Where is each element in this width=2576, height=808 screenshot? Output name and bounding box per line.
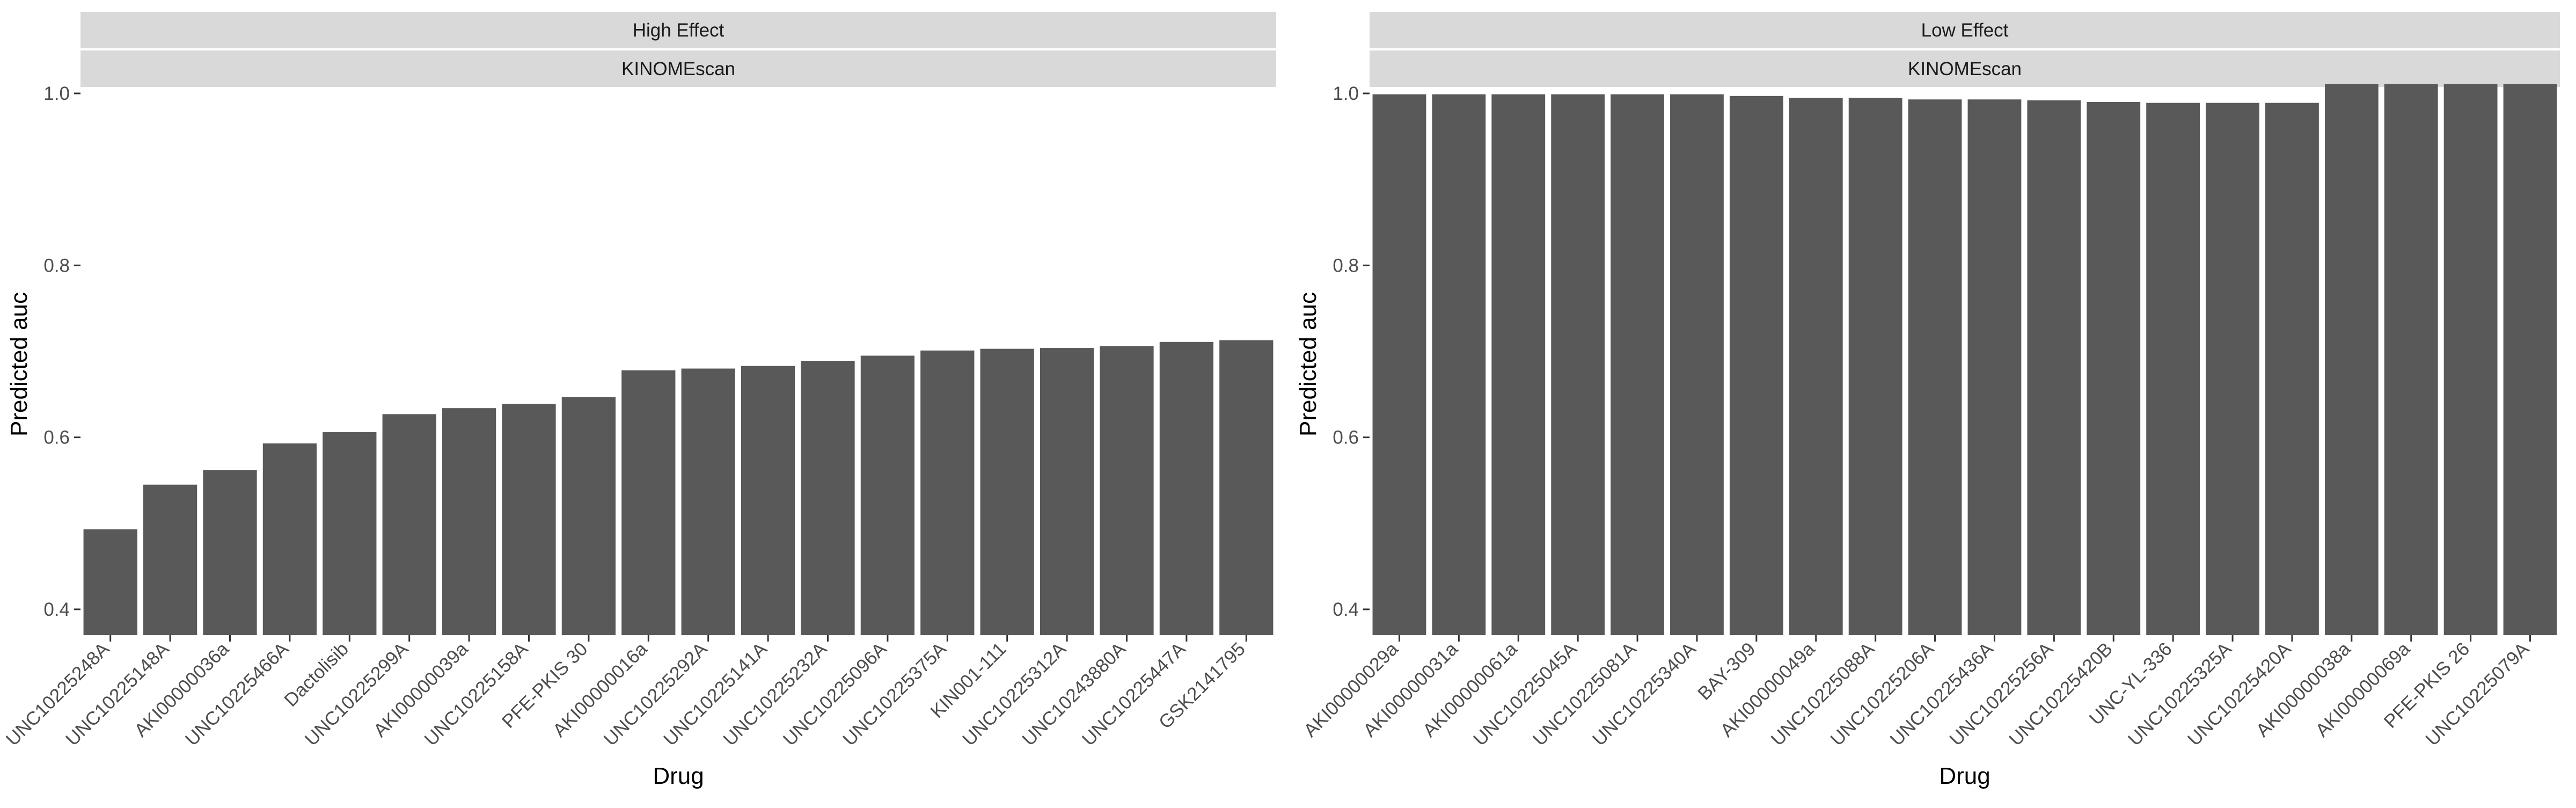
x-axis-title: Drug bbox=[1939, 763, 1990, 789]
bar bbox=[920, 350, 975, 635]
x-tick-label: UNC10225299A bbox=[301, 638, 413, 750]
bar bbox=[323, 432, 377, 635]
bar bbox=[203, 470, 257, 635]
y-tick-label: 0.4 bbox=[1333, 599, 1359, 620]
bar bbox=[1729, 96, 1783, 636]
bar bbox=[1100, 346, 1154, 635]
x-tick-label: UNC10225325A bbox=[2124, 638, 2236, 750]
facet-strip-label: KINOMEscan bbox=[1908, 59, 2022, 79]
y-axis-title: Predicted auc bbox=[6, 292, 32, 436]
bar bbox=[442, 408, 496, 635]
x-axis-title: Drug bbox=[653, 763, 704, 789]
bar bbox=[2384, 84, 2438, 635]
x-tick-label: UNC10225292A bbox=[600, 638, 712, 750]
x-tick-label: UNC10225045A bbox=[1469, 638, 1581, 750]
facet-strip bbox=[1370, 50, 2560, 87]
bar bbox=[1848, 98, 1902, 635]
bar bbox=[1040, 348, 1094, 635]
y-tick-label: 0.6 bbox=[43, 427, 70, 448]
bar bbox=[1611, 94, 1664, 636]
y-tick-label: 0.8 bbox=[43, 255, 70, 276]
facet-strip-label: High Effect bbox=[633, 20, 724, 41]
bar bbox=[1219, 340, 1274, 635]
x-tick-label: UNC10225466A bbox=[181, 638, 293, 750]
bar bbox=[621, 370, 676, 635]
x-tick-label: UNC10225079A bbox=[2421, 638, 2533, 750]
x-tick-label: UNC10225248A bbox=[2, 638, 114, 750]
bar bbox=[2443, 84, 2498, 635]
x-tick-label: UNC10225158A bbox=[420, 638, 532, 750]
bar bbox=[1967, 99, 2022, 635]
bar bbox=[1908, 99, 1962, 635]
facet-strip bbox=[80, 50, 1276, 87]
facet-strip-label: KINOMEscan bbox=[621, 59, 735, 79]
bar bbox=[1159, 341, 1214, 635]
y-tick-label: 1.0 bbox=[43, 83, 70, 104]
bar bbox=[681, 368, 735, 635]
facet-panel: High Effect KINOMEscan 0.4 0.6 0.8 1.0 UNC1022… bbox=[2, 12, 1276, 789]
bar bbox=[262, 443, 317, 635]
facet-strip bbox=[80, 12, 1276, 48]
x-tick-label: UNC10225436A bbox=[1886, 638, 1997, 750]
x-tick-label: UNC10225420A bbox=[2184, 638, 2295, 750]
x-tick-label: UNC10243880A bbox=[1018, 638, 1130, 750]
x-tick-label: UNC10225141A bbox=[660, 638, 771, 750]
x-tick-label: UNC10225447A bbox=[1078, 638, 1190, 750]
y-tick-label: 0.6 bbox=[1333, 427, 1359, 448]
facet-panel: Low EffectKINOMEscan0.40.60.81.0AKI00000… bbox=[1295, 12, 2560, 789]
bar bbox=[561, 397, 616, 635]
x-tick-label: UNC10225148A bbox=[62, 638, 173, 750]
bar bbox=[2146, 103, 2200, 636]
bar bbox=[83, 529, 137, 635]
bar bbox=[1372, 94, 1426, 636]
y-tick-label: 0.8 bbox=[1333, 255, 1359, 276]
bar bbox=[502, 404, 556, 635]
bar bbox=[1551, 94, 1605, 636]
bar bbox=[860, 355, 915, 635]
bar bbox=[2206, 103, 2259, 636]
bar bbox=[2265, 103, 2319, 636]
bar bbox=[2324, 84, 2379, 635]
x-tick-label: UNC10225340A bbox=[1589, 638, 1700, 750]
x-tick-label: UNC10225096A bbox=[779, 638, 891, 750]
x-tick-label: UNC10225206A bbox=[1826, 638, 1938, 750]
facet-strip-label: Low Effect bbox=[1921, 20, 2009, 41]
x-tick-label: UNC10225420B bbox=[2005, 638, 2117, 750]
bar bbox=[1491, 94, 1546, 636]
x-tick-label: UNC10225232A bbox=[719, 638, 831, 750]
bar bbox=[1432, 94, 1486, 636]
bar bbox=[2027, 100, 2081, 636]
x-tick-label: UNC10225312A bbox=[958, 638, 1070, 750]
bar bbox=[980, 348, 1034, 635]
x-tick-label: UNC10225081A bbox=[1529, 638, 1641, 750]
bar bbox=[2503, 84, 2557, 635]
bar bbox=[1670, 94, 1724, 636]
bar bbox=[2087, 102, 2141, 635]
facet-strip bbox=[1370, 12, 2560, 48]
bar bbox=[382, 414, 436, 635]
x-tick-label: UNC10225088A bbox=[1767, 638, 1878, 750]
y-tick-label: 0.4 bbox=[43, 599, 70, 620]
bar bbox=[1789, 98, 1843, 635]
x-tick-label: UNC10225375A bbox=[839, 638, 950, 750]
x-tick-label: UNC10225256A bbox=[1945, 638, 2057, 750]
bar bbox=[741, 366, 795, 635]
bar bbox=[801, 361, 855, 635]
y-tick-label: 1.0 bbox=[1333, 83, 1359, 104]
y-axis-title: Predicted auc bbox=[1295, 292, 1321, 436]
bar bbox=[143, 484, 197, 635]
